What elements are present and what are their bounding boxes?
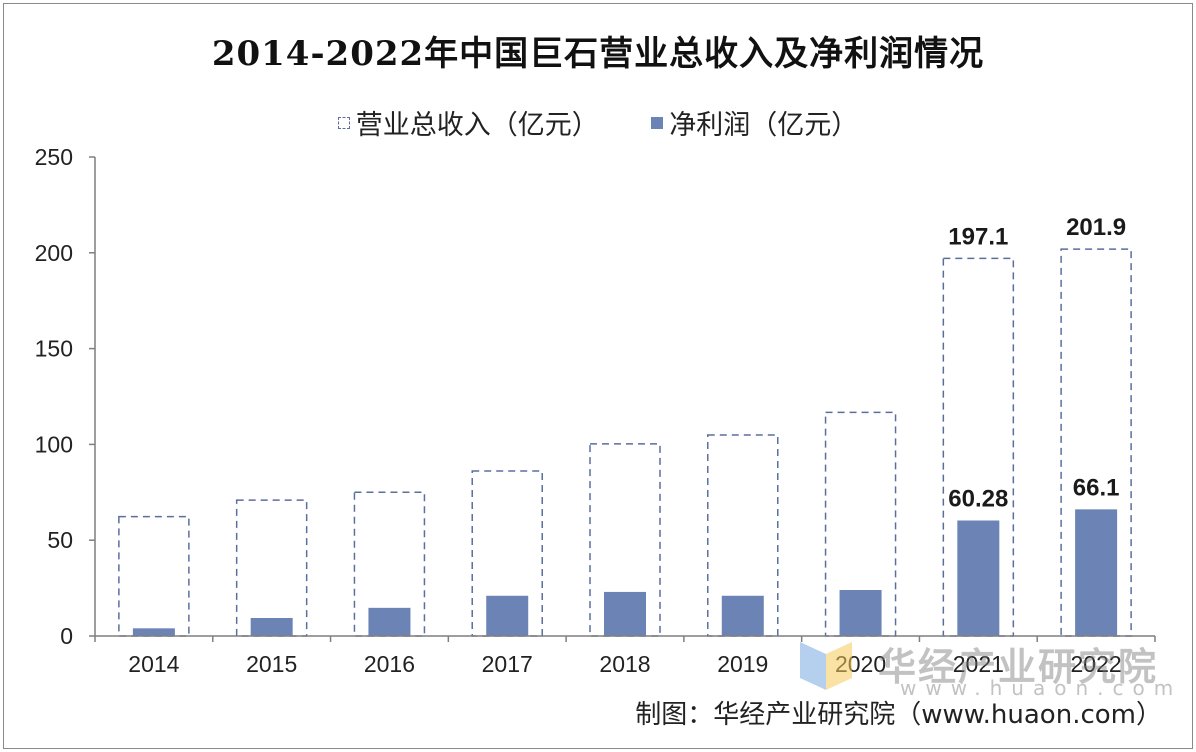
- data-label-revenue-2021: 197.1: [948, 223, 1008, 250]
- profit-bars: [132, 509, 1118, 636]
- revenue-bar-2014: [118, 515, 190, 637]
- revenue-bar-2022: [1060, 248, 1132, 637]
- revenue-bar-2015: [235, 499, 308, 637]
- legend-swatch-profit: [651, 116, 664, 129]
- data-label-revenue-2022: 201.9: [1066, 214, 1126, 241]
- y-tick-label-200: 200: [35, 240, 73, 266]
- y-tick-label-100: 100: [35, 431, 73, 457]
- profit-bar-2016: [368, 607, 411, 636]
- profit-bar-2015: [250, 617, 293, 636]
- profit-bar-2022: [1075, 509, 1118, 636]
- profit-bar-2017: [486, 595, 529, 636]
- legend-label-profit: 净利润（亿元）: [669, 110, 859, 141]
- source-note: 制图：华经产业研究院（www.huaon.com）: [635, 700, 1162, 730]
- y-tick-label-250: 250: [35, 144, 73, 170]
- profit-bar-2021: [957, 520, 1000, 636]
- legend-item-profit: 净利润（亿元）: [651, 103, 858, 142]
- data-label-profit-2022: 66.1: [1073, 474, 1120, 501]
- profit-bar-2020: [839, 590, 882, 636]
- x-tick-label-2015: 2015: [246, 651, 297, 677]
- legend: 营业总收入（亿元） 净利润（亿元）: [0, 103, 1196, 142]
- x-tick-label-2018: 2018: [599, 651, 650, 677]
- y-tick-label-0: 0: [60, 623, 73, 649]
- data-label-profit-2021: 60.28: [948, 486, 1008, 513]
- y-tick-label-50: 50: [47, 527, 73, 553]
- x-tick-label-2016: 2016: [364, 651, 415, 677]
- profit-bar-2014: [132, 628, 175, 636]
- x-tick-label-2017: 2017: [482, 651, 533, 677]
- watermark-text: 华经产业研究院: [878, 645, 1159, 689]
- x-tick-label-2022: 2022: [1071, 651, 1122, 677]
- y-tick-label-150: 150: [35, 336, 73, 362]
- watermark-logo: [800, 642, 852, 690]
- watermark-url: www.huaon.com: [900, 676, 1183, 700]
- x-tick-label-2019: 2019: [717, 651, 768, 677]
- data-labels: 197.1 201.9 60.28 66.1: [948, 214, 1126, 512]
- profit-bar-2018: [604, 591, 646, 636]
- profit-bar-2019: [721, 595, 764, 636]
- axes: 2014 2015 2016 2017 2018 2019 2020 2021 20220501…: [35, 144, 1156, 677]
- watermark: 华经产业研究院 www.huaon.com: [800, 632, 1173, 700]
- legend-swatch-revenue: [337, 116, 350, 129]
- legend-item-revenue: 营业总收入（亿元）: [337, 103, 599, 142]
- chart-title: 2014-2022年中国巨石营业总收入及净利润情况: [211, 34, 985, 74]
- x-tick-label-2014: 2014: [128, 651, 179, 677]
- legend-label-revenue: 营业总收入（亿元）: [355, 110, 599, 141]
- x-tick-label-2021: 2021: [953, 651, 1004, 677]
